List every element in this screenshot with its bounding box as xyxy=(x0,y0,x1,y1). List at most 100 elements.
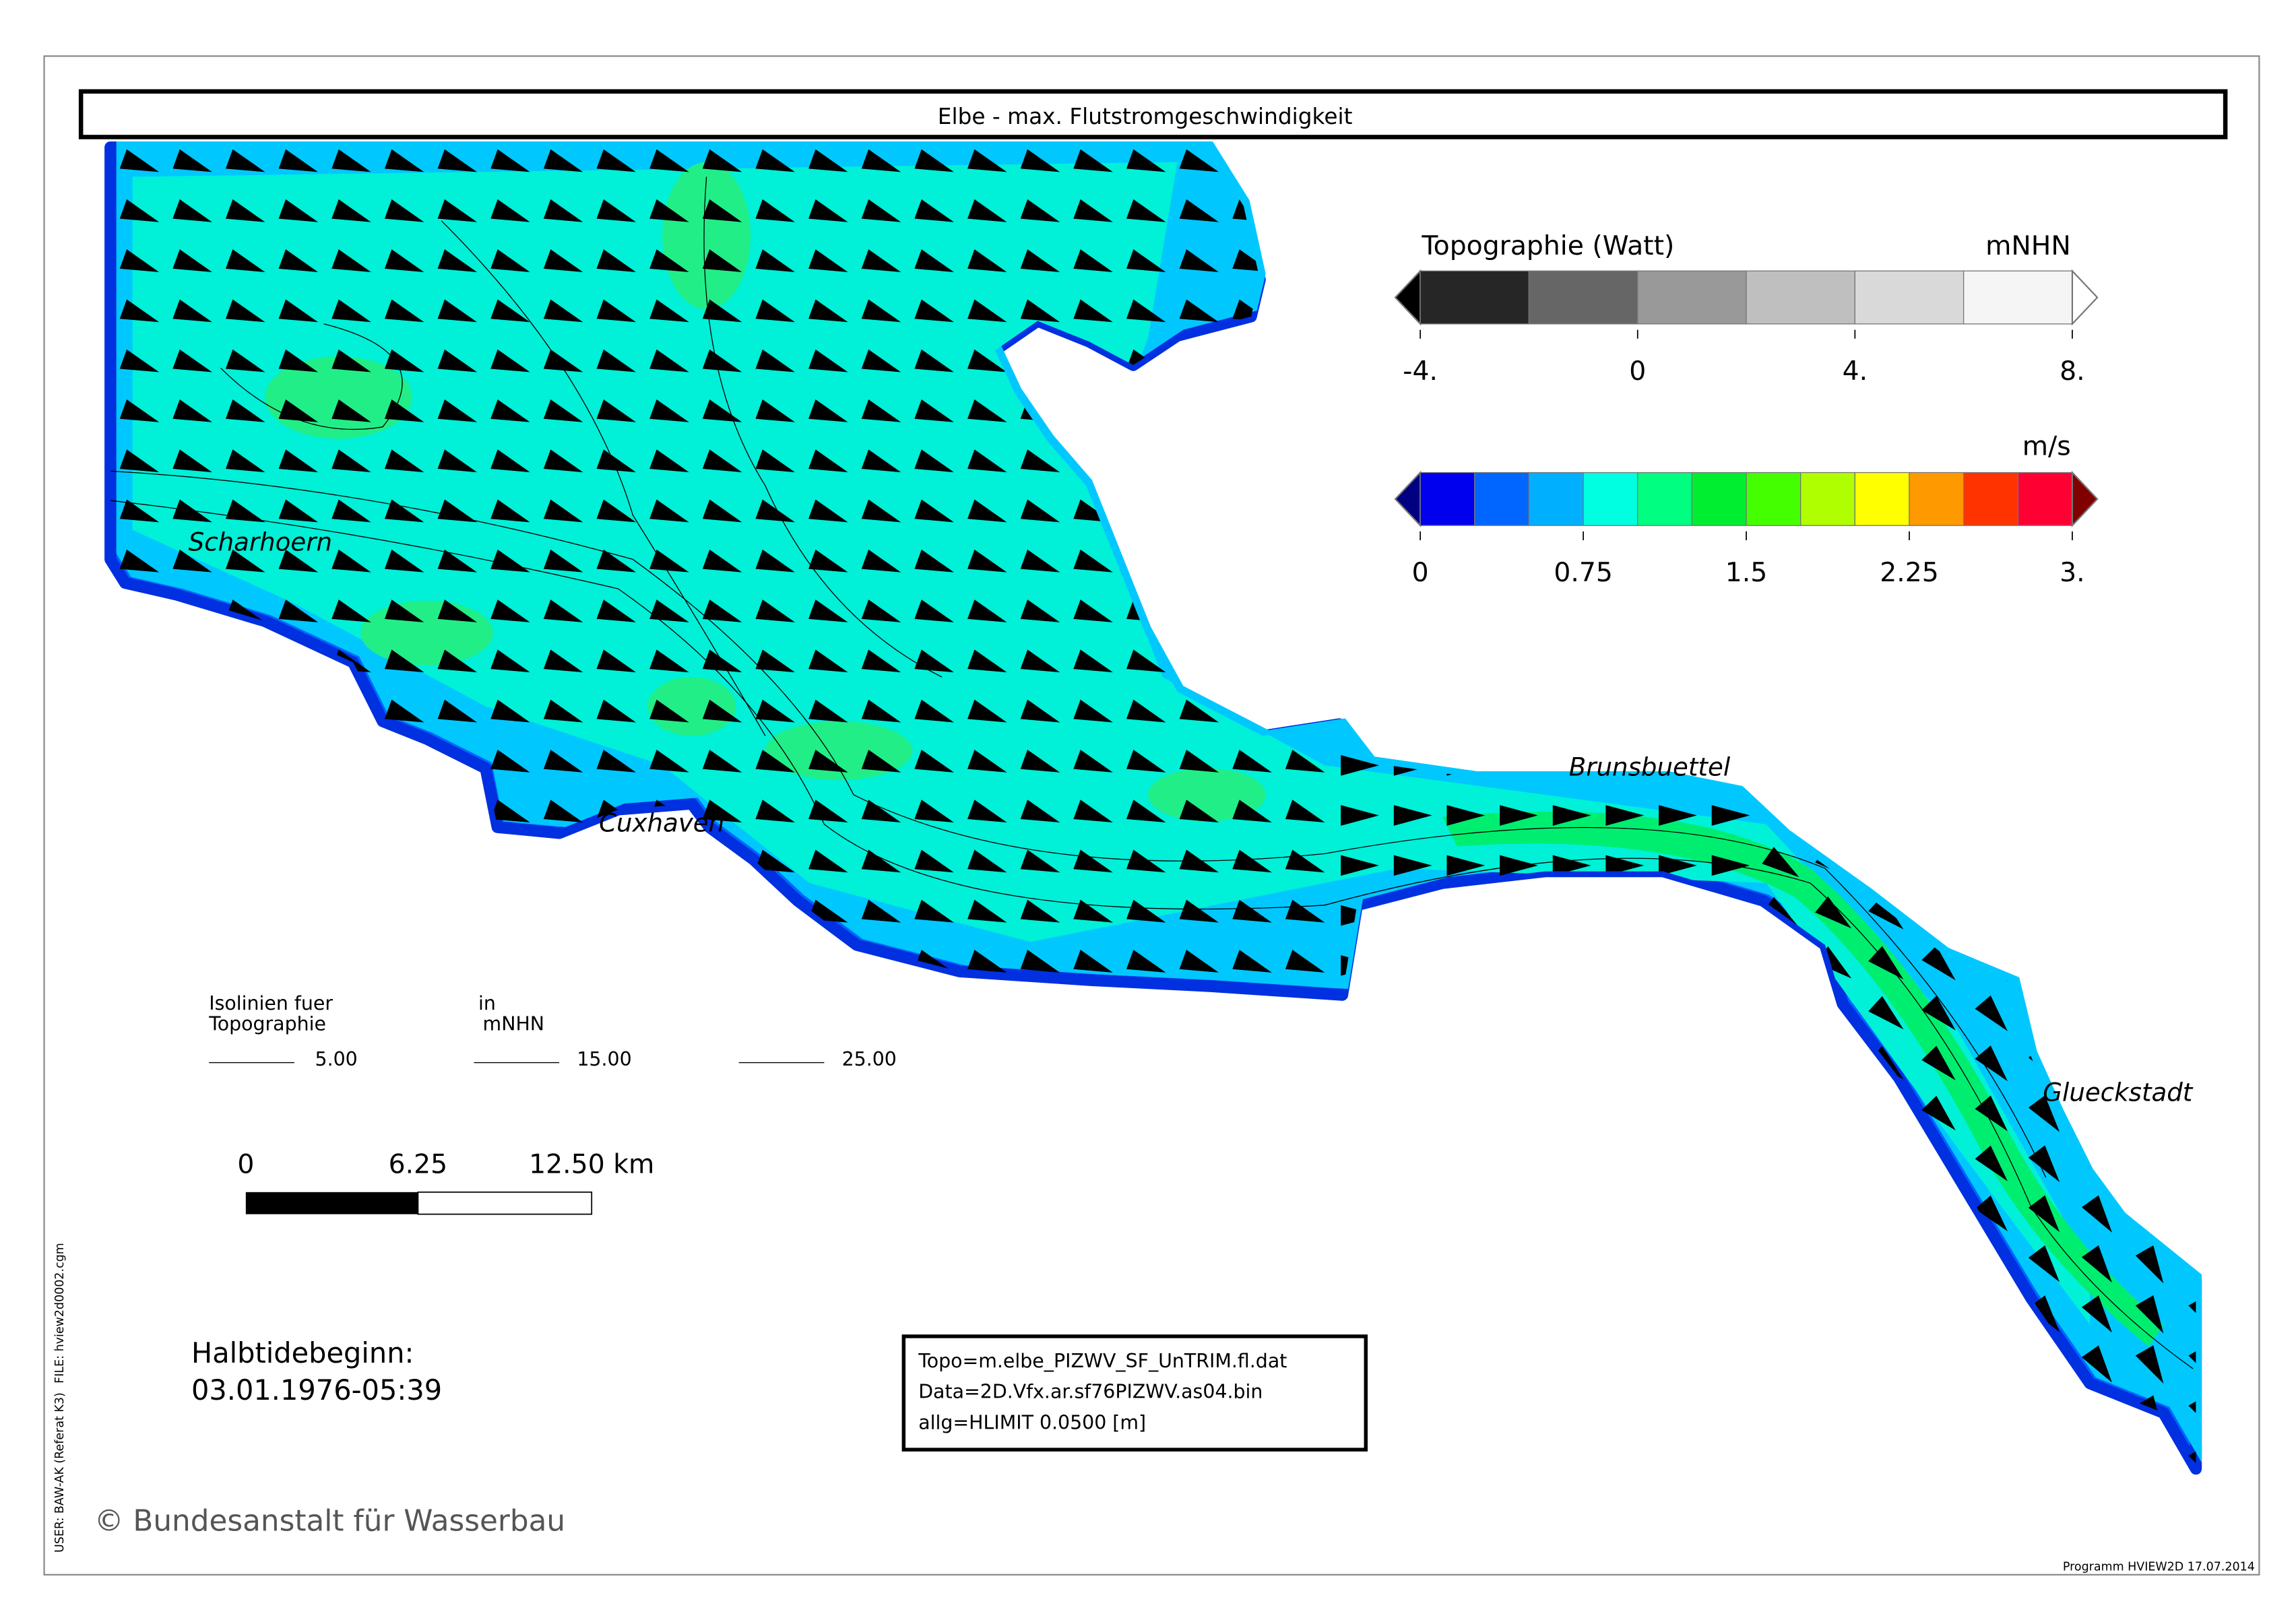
current-arrow xyxy=(967,849,1007,873)
current-arrow xyxy=(914,499,954,523)
current-arrow xyxy=(1179,199,1219,222)
current-arrow xyxy=(1500,1105,1538,1126)
current-arrow xyxy=(2188,1145,2196,1183)
isoline-label: Isolinien fuer xyxy=(209,992,333,1014)
current-arrow xyxy=(119,1099,160,1123)
current-arrow xyxy=(702,599,742,622)
current-arrow xyxy=(1552,1405,1591,1427)
current-arrow xyxy=(755,1250,796,1273)
current-arrow xyxy=(808,249,848,272)
current-arrow xyxy=(1393,905,1432,926)
current-arrow xyxy=(1179,699,1219,723)
isoline xyxy=(110,470,2047,1178)
current-arrow xyxy=(702,549,742,573)
current-arrow xyxy=(278,849,319,873)
current-arrow xyxy=(1762,346,1799,377)
current-arrow xyxy=(702,800,742,823)
current-arrow xyxy=(543,1350,583,1373)
current-arrow xyxy=(967,749,1007,773)
current-arrow xyxy=(1921,1045,1956,1080)
current-arrow xyxy=(967,649,1007,673)
current-arrow xyxy=(2135,1345,2164,1384)
current-arrow xyxy=(225,249,265,272)
current-arrow xyxy=(1393,1105,1432,1126)
current-arrow xyxy=(649,950,689,973)
current-arrow xyxy=(2188,845,2196,884)
info-box xyxy=(901,1334,1368,1452)
current-arrow xyxy=(1446,605,1486,626)
current-arrow xyxy=(1815,1146,1852,1179)
legend-tick-label: 0 xyxy=(1412,558,1429,588)
current-arrow xyxy=(1179,599,1219,622)
current-arrow xyxy=(596,149,637,172)
current-arrow xyxy=(2081,1245,2112,1283)
current-arrow xyxy=(1711,154,1750,176)
current-arrow xyxy=(1393,605,1432,626)
current-arrow xyxy=(1393,655,1432,676)
current-arrow xyxy=(172,1150,212,1173)
current-arrow xyxy=(172,249,212,272)
current-arrow xyxy=(861,749,901,773)
current-arrow xyxy=(1659,905,1697,926)
legend-swatch xyxy=(1691,472,1747,526)
current-arrow xyxy=(1285,499,1325,523)
current-arrow xyxy=(702,1400,742,1423)
current-arrow xyxy=(1605,905,1645,926)
current-arrow xyxy=(1868,1146,1904,1180)
current-arrow xyxy=(1868,1446,1904,1469)
velocity-legend: m/s 0 0.75 1.5 2.25 3. xyxy=(1394,431,2099,588)
current-arrow xyxy=(1552,955,1591,976)
legend-tick-label: 2.25 xyxy=(1880,558,1939,588)
current-arrow xyxy=(1285,249,1325,272)
current-arrow xyxy=(1446,1255,1486,1276)
current-arrow xyxy=(1446,405,1486,426)
current-arrow xyxy=(384,899,424,923)
current-arrow xyxy=(1285,1200,1325,1223)
current-arrow xyxy=(2081,344,2112,383)
current-arrow xyxy=(384,499,424,523)
current-arrow xyxy=(543,549,583,573)
current-arrow xyxy=(967,899,1007,923)
current-arrow xyxy=(543,1000,583,1023)
current-arrow xyxy=(649,899,689,923)
current-arrow xyxy=(1020,1200,1060,1223)
current-arrow xyxy=(331,399,371,422)
current-arrow xyxy=(808,199,848,222)
current-arrow xyxy=(861,1350,901,1373)
current-arrow xyxy=(702,149,742,172)
current-arrow xyxy=(1659,1455,1697,1469)
current-arrow xyxy=(808,1150,848,1173)
current-arrow xyxy=(172,149,212,172)
current-arrow xyxy=(225,699,265,723)
current-arrow xyxy=(1341,1205,1379,1227)
current-arrow xyxy=(1341,655,1379,676)
current-arrow xyxy=(384,449,424,473)
current-arrow xyxy=(1711,605,1750,626)
current-arrow xyxy=(1341,255,1379,275)
current-arrow xyxy=(1711,1205,1750,1227)
current-arrow xyxy=(2081,795,2112,833)
current-arrow xyxy=(384,1000,424,1023)
current-arrow xyxy=(2135,147,2164,183)
current-arrow xyxy=(967,599,1007,622)
current-arrow xyxy=(1659,855,1697,876)
legend-title: Topographie (Watt) xyxy=(1421,231,1674,261)
current-arrow xyxy=(1446,1305,1486,1326)
current-arrow xyxy=(1921,1295,1956,1331)
current-arrow xyxy=(119,950,160,973)
current-arrow xyxy=(1446,354,1486,376)
current-arrow xyxy=(1552,1305,1591,1326)
current-arrow xyxy=(2188,1395,2196,1434)
current-arrow xyxy=(2188,445,2196,484)
current-arrow xyxy=(967,800,1007,823)
current-arrow xyxy=(1868,645,1904,680)
current-arrow xyxy=(1285,149,1325,172)
current-arrow xyxy=(808,499,848,523)
current-arrow xyxy=(384,1450,424,1469)
current-arrow xyxy=(1500,705,1538,726)
current-arrow xyxy=(384,599,424,622)
current-arrow xyxy=(2135,344,2164,383)
current-arrow xyxy=(490,1299,530,1323)
water-area xyxy=(104,141,2202,1475)
current-arrow xyxy=(967,1049,1007,1073)
